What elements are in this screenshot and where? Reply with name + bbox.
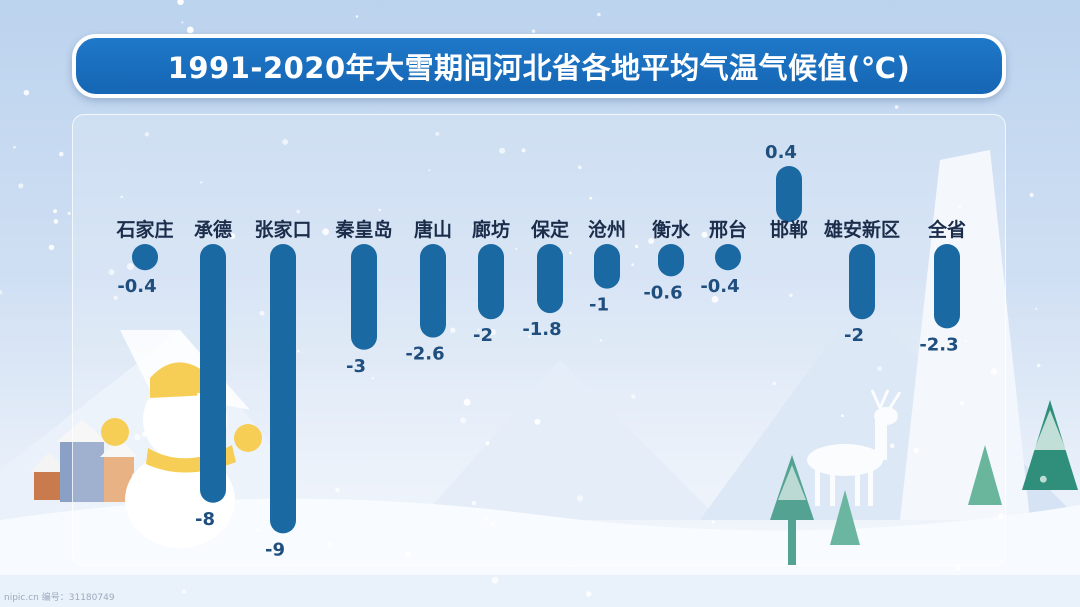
bar-10 (715, 244, 741, 271)
bar-6 (478, 244, 504, 320)
value-label-5: -2.6 (405, 344, 444, 365)
bar-2 (200, 244, 226, 503)
bar-8 (594, 244, 620, 289)
value-label-3: -9 (265, 539, 285, 560)
bar-12 (849, 244, 875, 320)
category-label-1: 石家庄 (115, 218, 173, 241)
deer-silhouette (807, 389, 902, 506)
category-label-5: 唐山 (414, 218, 452, 241)
category-label-3: 张家口 (254, 218, 311, 241)
value-label-2: -8 (195, 509, 215, 530)
value-label-12: -2 (844, 325, 864, 346)
value-label-7: -1.8 (522, 319, 561, 340)
value-label-4: -3 (346, 356, 366, 377)
bar-11 (776, 166, 802, 222)
category-label-6: 廊坊 (472, 218, 510, 241)
category-label-12: 雄安新区 (823, 218, 900, 241)
title-banner: 1991-2020年大雪期间河北省各地平均气温气候值(℃) (72, 34, 1006, 98)
snow-strip (0, 575, 1080, 607)
mountain-far-right (900, 150, 1030, 520)
value-label-9: -0.6 (643, 282, 682, 303)
bar-7 (537, 244, 563, 314)
mountain-center (420, 360, 720, 520)
bar-5 (420, 244, 446, 338)
value-label-10: -0.4 (700, 276, 739, 297)
value-label-8: -1 (589, 295, 609, 316)
value-label-6: -2 (473, 325, 493, 346)
category-label-7: 保定 (530, 218, 569, 241)
bar-3 (270, 244, 296, 534)
category-label-11: 邯郸 (770, 219, 808, 241)
value-label-13: -2.3 (919, 334, 958, 355)
category-label-2: 承德 (194, 218, 232, 241)
value-label-1: -0.4 (117, 276, 156, 297)
watermark-text: nipic.cn 编号：31180749 (4, 593, 115, 603)
value-label-11: 0.4 (765, 142, 797, 163)
category-label-10: 邢台 (709, 218, 747, 241)
category-label-13: 全省 (927, 218, 966, 241)
category-label-9: 衡水 (652, 218, 691, 241)
bar-1 (132, 244, 158, 271)
bar-4 (351, 244, 377, 350)
houses (30, 420, 138, 502)
bar-9 (658, 244, 684, 277)
category-label-4: 秦皇岛 (334, 218, 392, 241)
chart-title: 1991-2020年大雪期间河北省各地平均气温气候值(℃) (167, 51, 911, 85)
chart-panel (72, 114, 1006, 566)
pine-trees (770, 400, 1078, 565)
bar-13 (934, 244, 960, 329)
category-label-8: 沧州 (588, 218, 626, 241)
